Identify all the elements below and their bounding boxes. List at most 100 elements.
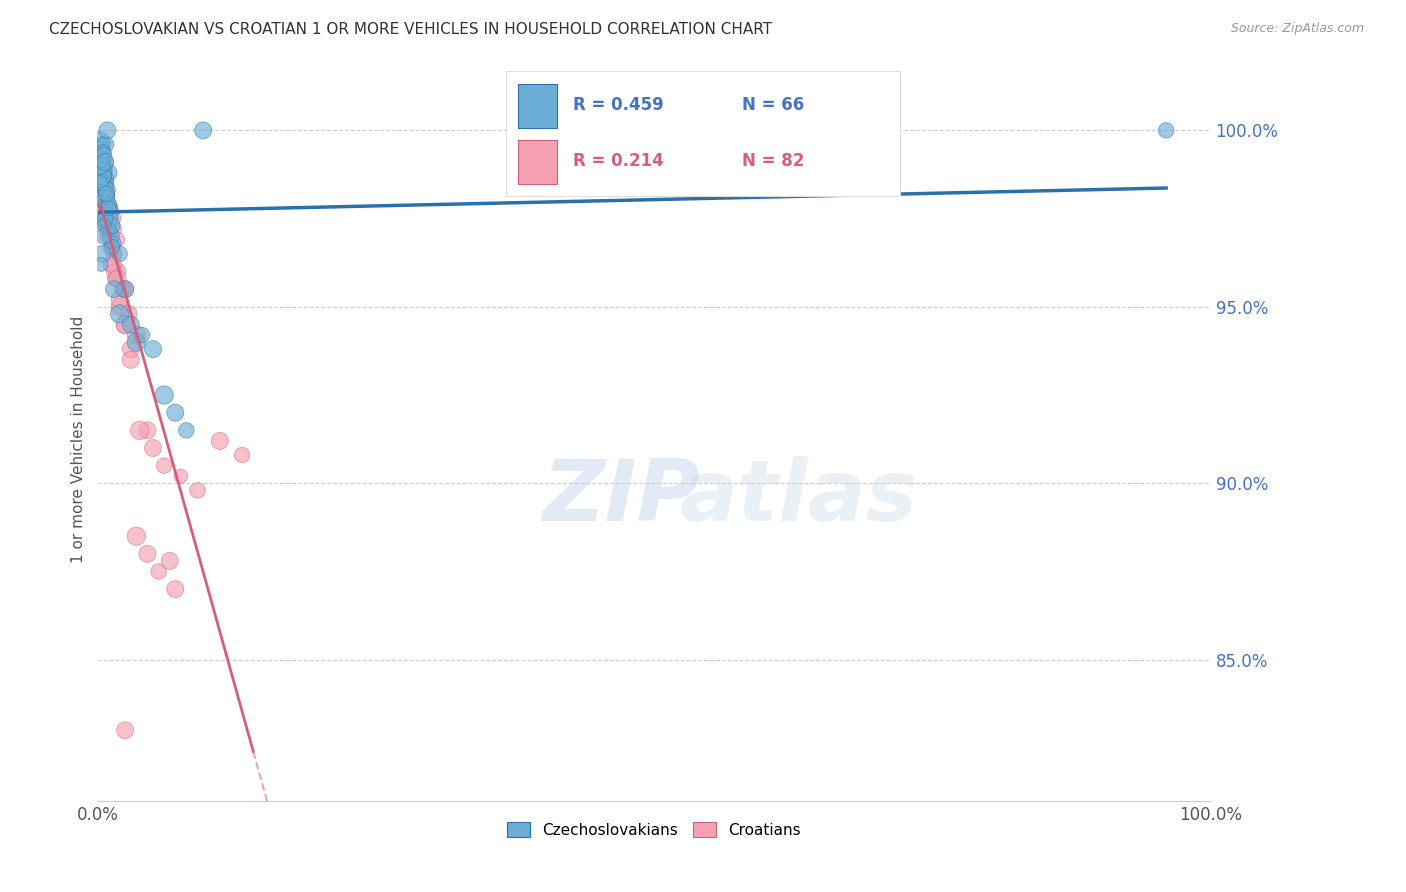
Point	[94, 197, 117, 211]
Point	[93, 179, 115, 194]
Point	[89, 177, 111, 191]
Legend: Czechoslovakians, Croatians: Czechoslovakians, Croatians	[501, 815, 807, 844]
Point	[94, 155, 117, 169]
Point	[93, 211, 115, 226]
Text: ZIP: ZIP	[541, 456, 699, 539]
Point	[108, 300, 131, 314]
Point	[94, 155, 117, 169]
Point	[114, 282, 136, 296]
Point	[91, 159, 114, 173]
Point	[93, 197, 115, 211]
Point	[125, 335, 148, 350]
Point	[96, 186, 118, 201]
Point	[187, 483, 209, 498]
Point	[91, 159, 114, 173]
Point	[114, 318, 136, 332]
Point	[93, 190, 115, 204]
Point	[117, 307, 139, 321]
Point	[125, 328, 148, 343]
Point	[90, 148, 112, 162]
Point	[104, 222, 127, 236]
Point	[96, 201, 118, 215]
Point	[90, 159, 112, 173]
Point	[91, 177, 114, 191]
Point	[94, 194, 117, 208]
Point	[97, 166, 120, 180]
Point	[91, 169, 114, 184]
Point	[91, 155, 114, 169]
Point	[191, 123, 214, 137]
Point	[91, 179, 114, 194]
Point	[98, 201, 121, 215]
Text: atlas: atlas	[679, 456, 918, 539]
Point	[111, 282, 134, 296]
Point	[159, 554, 181, 568]
Point	[103, 264, 125, 278]
Point	[93, 177, 115, 191]
Bar	[517, 84, 557, 128]
Text: Source: ZipAtlas.com: Source: ZipAtlas.com	[1230, 22, 1364, 36]
Text: N = 82: N = 82	[742, 153, 804, 170]
Point	[136, 423, 159, 437]
Point	[90, 166, 112, 180]
Point	[93, 166, 115, 180]
Point	[91, 137, 114, 152]
Point	[94, 177, 117, 191]
Point	[97, 190, 120, 204]
Point	[103, 247, 125, 261]
Point	[93, 169, 115, 184]
Point	[103, 236, 125, 251]
Point	[93, 219, 115, 233]
Point	[90, 152, 112, 166]
Point	[90, 148, 112, 162]
Text: CZECHOSLOVAKIAN VS CROATIAN 1 OR MORE VEHICLES IN HOUSEHOLD CORRELATION CHART: CZECHOSLOVAKIAN VS CROATIAN 1 OR MORE VE…	[49, 22, 772, 37]
Point	[96, 222, 118, 236]
Point	[97, 229, 120, 244]
Point	[90, 152, 112, 166]
Point	[176, 423, 198, 437]
Point	[101, 219, 124, 233]
Point	[93, 229, 115, 244]
Point	[100, 229, 122, 244]
Point	[90, 141, 112, 155]
Point	[142, 441, 165, 455]
Point	[90, 162, 112, 177]
Point	[96, 186, 118, 201]
Point	[208, 434, 231, 448]
Point	[165, 582, 187, 596]
Point	[96, 219, 118, 233]
Point	[96, 173, 118, 187]
Point	[90, 155, 112, 169]
Point	[231, 448, 253, 462]
Point	[90, 169, 112, 184]
Point	[90, 159, 112, 173]
Point	[89, 134, 111, 148]
Point	[136, 547, 159, 561]
Point	[120, 342, 142, 356]
Point	[103, 247, 125, 261]
Point	[90, 152, 112, 166]
Text: N = 66: N = 66	[742, 96, 804, 114]
Point	[91, 173, 114, 187]
Point	[100, 240, 122, 254]
Point	[100, 211, 122, 226]
Point	[105, 271, 128, 285]
Point	[94, 211, 117, 226]
Point	[90, 162, 112, 177]
Point	[90, 155, 112, 169]
Point	[97, 219, 120, 233]
Point	[96, 183, 118, 197]
Point	[96, 204, 118, 219]
Point	[111, 282, 134, 296]
Point	[94, 201, 117, 215]
Point	[108, 293, 131, 307]
Point	[108, 307, 131, 321]
Point	[93, 183, 115, 197]
Point	[93, 169, 115, 184]
Point	[100, 257, 122, 271]
Point	[105, 233, 128, 247]
Point	[114, 318, 136, 332]
Point	[90, 159, 112, 173]
Point	[90, 152, 112, 166]
Point	[114, 282, 136, 296]
